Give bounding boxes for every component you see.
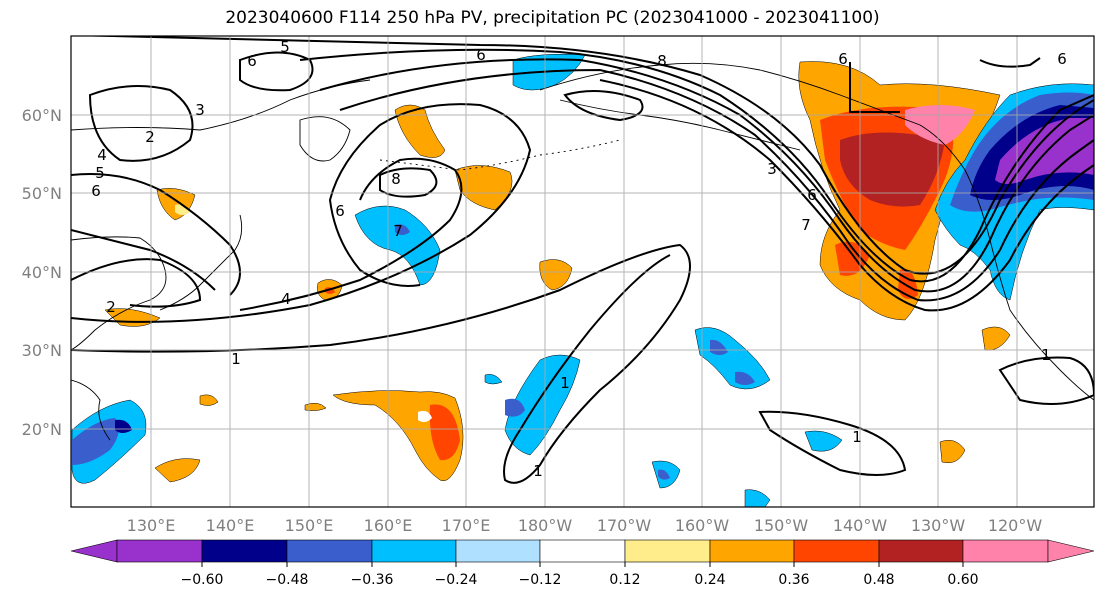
colorbar-tick-label: −0.60 [181,572,224,588]
colorbar-segment [624,539,711,563]
colorbar-segment [201,539,288,563]
contour-label: 6 [1057,50,1067,68]
colorbar-ticks [201,562,964,567]
contour-label: 1 [1041,346,1051,364]
contour-label: 5 [95,164,105,182]
contour-label: 5 [280,38,290,56]
contour-label: 4 [281,290,291,308]
coastline-east-asia [71,236,167,351]
longitude-labels: 130°E 140°E 150°E 160°E 170°E 180°W 170°… [127,516,1043,535]
colorbar-tick-label: −0.48 [266,572,309,588]
aleutian-islands [379,139,621,171]
colorbar-tick-label: 0.12 [609,572,640,588]
contour-labels: 5 6 6 8 3 6 6 2 4 5 6 8 6 7 3 7 6 4 2 1 … [91,38,1067,480]
contour-label: 2 [145,128,155,146]
colorbar-tick-label: 0.60 [947,572,978,588]
lon-label: 150°W [754,516,809,535]
colorbar-tick-label: 0.24 [694,572,725,588]
contour-label: 7 [801,216,811,234]
contour-label: 4 [97,146,107,164]
lat-label: 30°N [22,341,62,360]
contour-label: 1 [852,428,862,446]
contour-label: 6 [838,50,848,68]
contour-label: 1 [560,374,570,392]
map-title: 2023040600 F114 250 hPa PV, precipitatio… [225,8,880,28]
contour-label: 6 [807,186,817,204]
lon-label: 150°E [285,516,334,535]
lat-label: 50°N [22,184,62,203]
colorbar-tick-label: −0.24 [435,572,478,588]
pv-contours [71,36,1094,484]
lat-label: 40°N [22,263,62,282]
lon-label: 160°E [364,516,413,535]
colorbar [70,539,1095,563]
contour-label: 1 [533,462,543,480]
lon-label: 130°E [127,516,176,535]
colorbar-tick-label: −0.36 [351,572,394,588]
coastline-japan [159,214,243,311]
contour-label: 3 [195,101,205,119]
lon-label: 140°E [206,516,255,535]
colorbar-segment [371,539,457,563]
contour-label: 1 [231,350,241,368]
lat-label: 60°N [22,106,62,125]
colorbar-segment [962,539,1049,563]
lon-label: 170°E [442,516,491,535]
pv-jet-stream-contours [71,36,1094,275]
colorbar-segment [455,539,541,563]
coastline-alaska [539,62,966,171]
lon-label: 160°W [675,516,730,535]
contour-label: 6 [247,52,257,70]
contour-label: 8 [657,52,667,70]
contour-label: 7 [393,222,403,240]
colorbar-extend-high [1047,539,1095,563]
lon-label: 120°W [988,516,1043,535]
lon-label: 170°W [597,516,652,535]
lat-label: 20°N [22,420,62,439]
coastline-north-america [964,169,1094,401]
latitude-labels: 60°N 50°N 40°N 30°N 20°N [22,106,62,439]
contour-label: 3 [767,160,777,178]
colorbar-tick-label: 0.36 [778,572,809,588]
colorbar-segment [793,539,880,563]
lon-label: 130°W [911,516,966,535]
colorbar-extend-low [70,539,118,563]
colorbar-tick-label: 0.48 [863,572,894,588]
graticule [71,36,1094,507]
colorbar-segment [539,539,626,563]
coastline-kamchatka [299,116,351,162]
colorbar-segment [116,539,203,563]
colorbar-tick-label: −0.12 [519,572,562,588]
colorbar-segment [878,539,964,563]
lon-label: 140°W [833,516,888,535]
colorbar-tick-labels: −0.60 −0.48 −0.36 −0.24 −0.12 0.12 0.24 … [181,572,979,588]
contour-label: 8 [391,170,401,188]
contour-label: 6 [476,46,486,64]
colorbar-segment [709,539,795,563]
colorbar-segment [286,539,373,563]
negative-anomaly-subtropical-band [504,354,581,456]
contour-label: 2 [106,298,116,316]
contour-label: 6 [335,202,345,220]
contour-label: 6 [91,182,101,200]
map-frame [70,35,1095,508]
lon-label: 180°W [518,516,573,535]
